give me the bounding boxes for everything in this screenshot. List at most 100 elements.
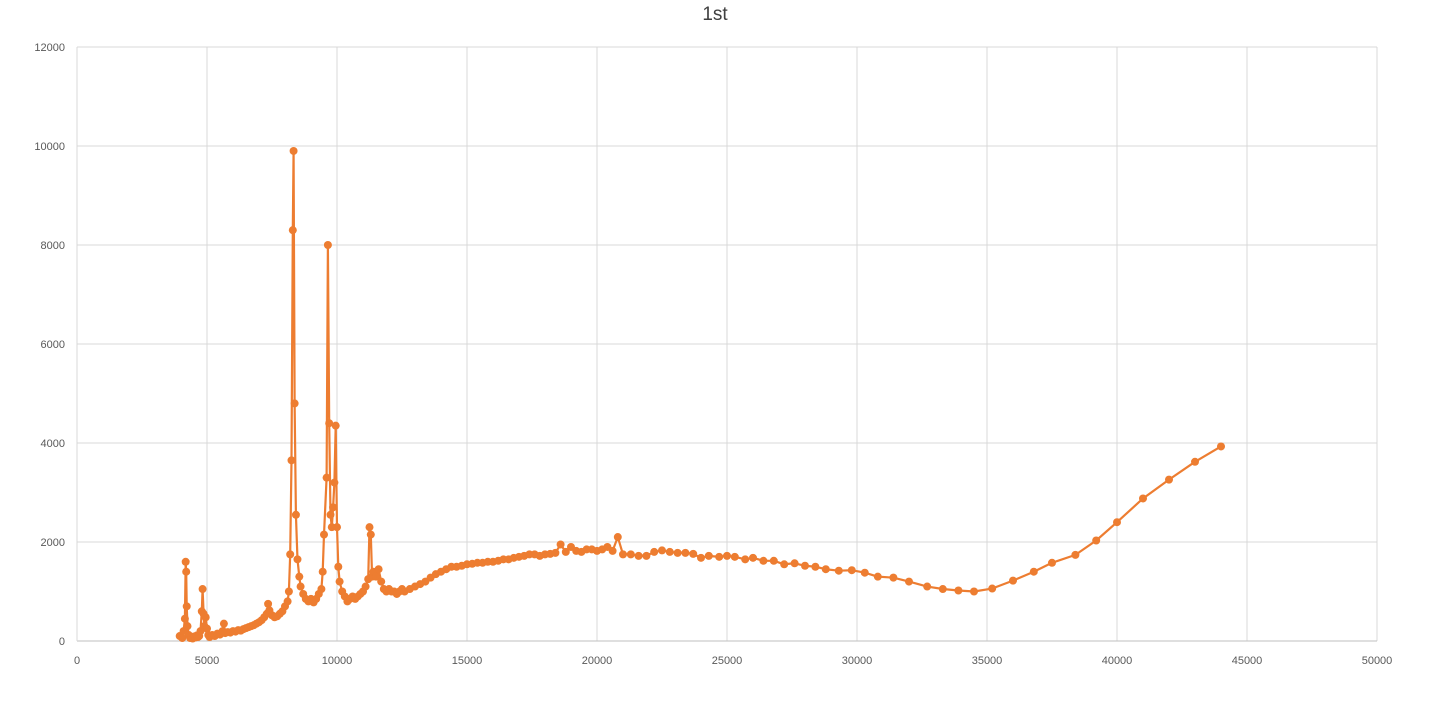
data-point (561, 547, 570, 556)
data-point (1071, 550, 1080, 559)
data-point (834, 566, 843, 575)
data-point (821, 565, 830, 574)
data-point (780, 560, 789, 569)
data-point (681, 548, 690, 557)
data-point (1113, 518, 1121, 527)
data-point (1139, 494, 1147, 503)
x-tick-label: 10000 (322, 655, 353, 667)
data-point (295, 572, 304, 581)
data-point (790, 559, 799, 568)
x-tick-label: 50000 (1362, 655, 1393, 667)
data-point (759, 556, 768, 565)
data-point (741, 555, 750, 564)
data-point (331, 421, 340, 430)
y-tick-label: 8000 (41, 240, 65, 252)
data-point (318, 567, 327, 576)
data-point (322, 473, 331, 482)
data-point (889, 573, 898, 582)
data-point (847, 566, 856, 575)
data-point (290, 399, 299, 408)
data-point (365, 523, 374, 532)
data-point (689, 549, 698, 558)
x-tick-label: 5000 (195, 655, 219, 667)
x-tick-label: 45000 (1232, 655, 1263, 667)
data-point (1191, 457, 1199, 466)
data-point (1217, 442, 1225, 451)
data-point (1029, 567, 1038, 576)
data-point (320, 530, 328, 539)
data-point (335, 577, 344, 586)
data-point (372, 572, 380, 581)
data-point (178, 634, 187, 643)
data-point (970, 587, 978, 596)
data-point (801, 561, 809, 570)
data-point (283, 597, 292, 606)
data-point (182, 567, 191, 576)
y-tick-label: 2000 (41, 537, 65, 549)
x-tick-label: 40000 (1102, 655, 1133, 667)
data-point (634, 551, 643, 560)
data-point (181, 557, 190, 566)
data-point (619, 550, 627, 559)
data-point (289, 146, 298, 155)
y-tick-label: 0 (59, 636, 65, 648)
data-point (323, 241, 332, 249)
data-point (730, 552, 739, 561)
data-point (374, 565, 383, 574)
data-point (1165, 475, 1173, 484)
data-point (873, 572, 882, 581)
data-point (264, 599, 273, 608)
data-point (715, 552, 724, 561)
data-point (658, 546, 666, 555)
data-point (180, 614, 189, 623)
y-tick-label: 6000 (41, 339, 65, 351)
data-point (665, 547, 674, 556)
data-point (333, 523, 341, 532)
series (175, 146, 1225, 643)
x-tick-label: 0 (74, 655, 80, 667)
data-point (551, 548, 560, 557)
data-point (954, 586, 963, 595)
x-tick-label: 15000 (452, 655, 483, 667)
chart-title: 1st (702, 4, 728, 25)
data-point (697, 553, 705, 562)
data-point (723, 551, 731, 560)
data-point (183, 622, 192, 631)
data-point (361, 582, 370, 591)
data-point (296, 582, 305, 591)
data-point (329, 503, 338, 512)
data-point (330, 478, 339, 487)
data-point (938, 585, 947, 594)
data-point (287, 456, 296, 465)
data-point (219, 619, 228, 628)
data-point (366, 530, 375, 539)
tick-labels: 0 5000 10000 15000 20000 25000 30000 35000 40000… (34, 42, 1392, 667)
x-tick-label: 20000 (582, 655, 613, 667)
x-tick-label: 30000 (842, 655, 873, 667)
data-point (923, 582, 932, 591)
data-point (182, 602, 191, 611)
data-point (608, 546, 617, 555)
data-point (288, 226, 297, 235)
data-point (377, 577, 386, 586)
data-point (1092, 536, 1101, 545)
data-point (293, 555, 302, 564)
data-point (326, 510, 335, 519)
data-point (203, 624, 211, 633)
axes (76, 47, 1377, 642)
data-point (811, 562, 820, 571)
y-tick-label: 10000 (34, 141, 65, 153)
data-point (1009, 576, 1017, 585)
data-point (317, 585, 326, 594)
data-point (626, 550, 635, 559)
data-point (642, 551, 651, 560)
data-point (769, 556, 778, 565)
data-point (1048, 558, 1056, 567)
data-point (988, 584, 997, 593)
data-point (198, 585, 207, 594)
data-point (905, 577, 913, 586)
data-point (650, 547, 659, 556)
data-point (860, 568, 869, 577)
data-point (334, 562, 343, 571)
